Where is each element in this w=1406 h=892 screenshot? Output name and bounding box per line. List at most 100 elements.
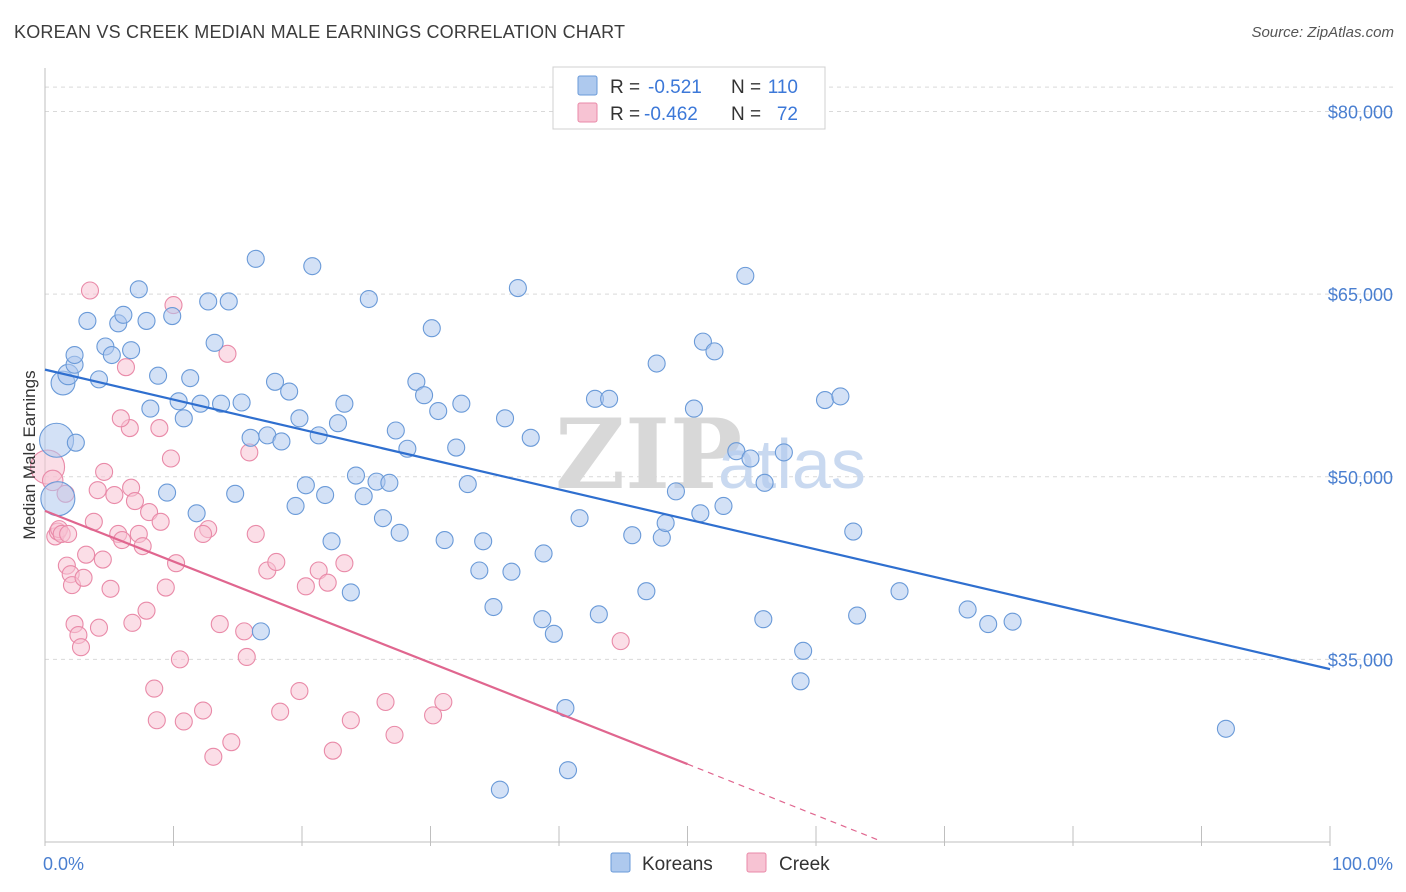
correlation-legend: R = -0.521 N = 110 R = -0.462 N = 72 [552,66,826,130]
x-tick-label: 100.0% [1332,854,1393,874]
creek-point [194,701,213,720]
creek-point [89,618,109,637]
x-tick-label: 0.0% [43,854,84,874]
creek-point [246,524,265,544]
creek-point [71,638,91,657]
x-tick-labels: 0.0% 100.0% [43,854,1393,874]
korean-point [286,496,305,516]
korean-point [265,372,285,391]
korean-point [211,394,231,413]
korean-point [600,389,619,408]
korean-point [435,531,454,550]
korean-point [181,369,200,388]
korean-point [89,370,109,389]
korean-point [714,496,733,516]
korean-point [755,473,774,492]
korean-point [290,409,309,428]
y-tick-labels: $35,000 $50,000 $65,000 $80,000 [1328,103,1393,671]
gridlines [45,86,1393,660]
creek-point [222,733,241,752]
korean-point [544,624,563,643]
korean-point [407,372,426,391]
korean-point [251,622,270,641]
legend-n-value: 72 [777,104,798,125]
korean-point [684,399,703,418]
korean-point [979,615,998,634]
korean-point [623,526,642,545]
creek-point [210,615,229,634]
creek-point [93,550,112,569]
korean-point [359,289,378,309]
creek-point [385,725,404,744]
creek-point [235,622,254,641]
y-tick-label: $50,000 [1328,468,1393,488]
creek-point [80,281,100,300]
korean-point [647,354,666,373]
legend-swatch-creek [746,852,767,873]
creek-point [174,712,193,731]
creek-point [111,409,130,428]
source-label: Source: ZipAtlas.com [1251,24,1394,41]
korean-point [322,532,341,551]
y-tick-label: $80,000 [1328,103,1393,123]
creek-point [290,681,309,701]
creek-point [116,358,136,377]
legend-swatch-creek [577,102,598,123]
creek-point [88,481,107,500]
creek-point [267,552,286,572]
korean-point [831,387,850,406]
legend-r-value: -0.521 [648,77,702,98]
creek-points [30,281,630,766]
korean-point [452,394,471,413]
creek-point [218,344,237,363]
legend-box [552,66,826,130]
korean-point [774,443,793,462]
watermark-zip: ZIP [555,398,742,511]
creek-point [74,568,93,587]
korean-point [346,466,366,485]
korean-point [158,483,177,502]
korean-point [199,292,218,311]
korean-point [458,475,477,494]
korean-point [65,345,84,365]
korean-point [589,605,608,624]
korean-point [373,509,393,528]
korean-point [533,610,552,629]
creek-point [318,573,337,592]
korean-point [558,761,578,780]
korean-point [958,600,977,619]
korean-point [303,257,322,276]
korean-point [232,393,251,412]
korean-point [246,249,265,268]
korean-point [1216,719,1235,738]
creek-point [434,692,453,712]
creek-point [95,462,114,481]
legend-r-label: R = [610,104,640,125]
korean-point [656,513,675,533]
korean-point [848,606,867,625]
korean-point [129,280,148,299]
korean-point [328,414,348,433]
y-axis-title: Median Male Earnings [20,370,39,539]
creek-point [105,485,124,505]
creek-point [170,650,189,669]
creek-point [376,692,395,712]
korean-point [736,266,755,285]
korean-point [534,544,553,563]
korean-point [741,449,760,468]
korean-point [149,366,168,385]
watermark-atlas: atlas [718,425,866,503]
creek-point [150,419,169,438]
korean-point [241,428,260,447]
creek-point [323,741,342,760]
korean-point [727,442,746,461]
korean-point [78,311,97,330]
korean-point [296,476,315,495]
watermark: ZIP atlas [555,398,866,511]
korean-point [114,305,133,324]
korean-point [890,582,909,601]
creek-point [335,554,354,573]
korean-point [226,484,245,503]
korean-point [470,561,489,580]
creek-point [309,561,328,580]
